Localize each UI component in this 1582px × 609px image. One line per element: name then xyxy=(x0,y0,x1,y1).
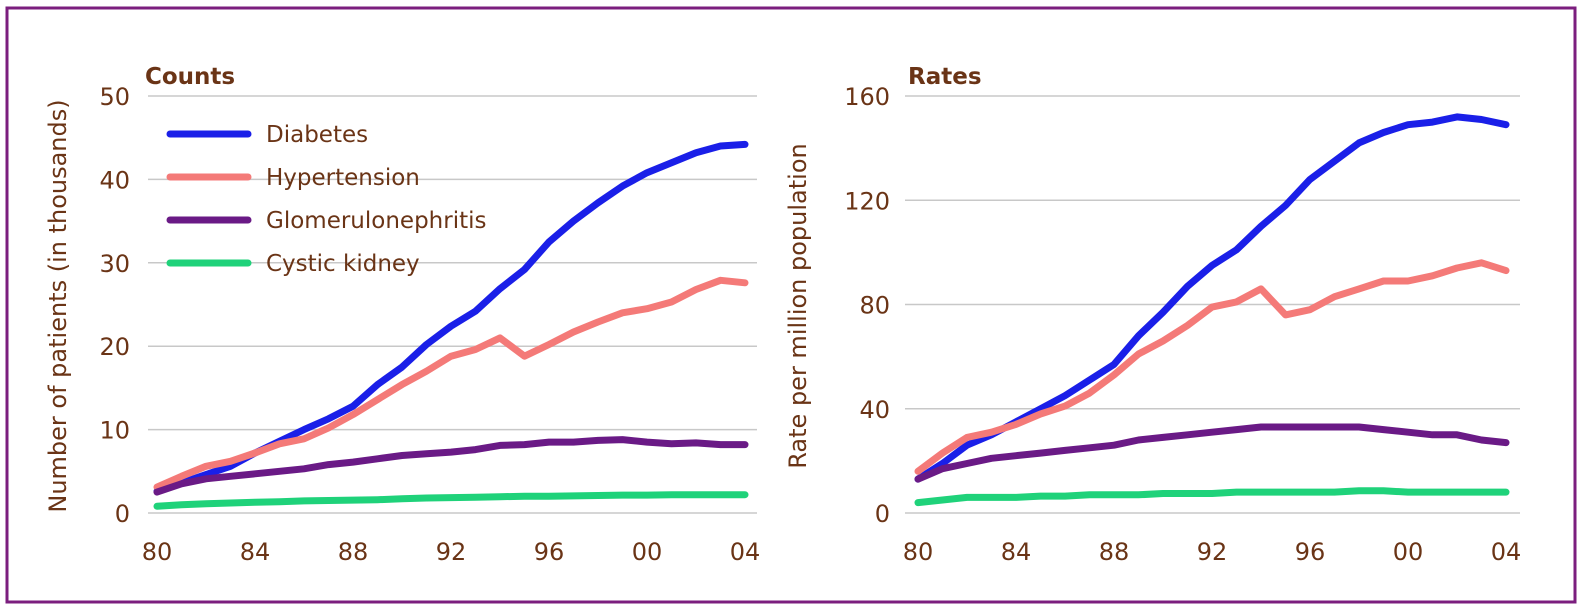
rates-x-tick-label: 96 xyxy=(1295,538,1326,566)
counts-y-tick-label: 10 xyxy=(99,417,130,445)
counts-x-tick-label: 96 xyxy=(534,538,565,566)
rates-y-tick-label: 40 xyxy=(859,396,890,424)
counts-y-tick-label: 50 xyxy=(99,83,130,111)
counts-x-tick-label: 00 xyxy=(632,538,663,566)
rates-y-tick-label: 120 xyxy=(844,187,890,215)
rates-x-tick-label: 92 xyxy=(1197,538,1228,566)
rates-x-tick-label: 80 xyxy=(903,538,934,566)
rates-series-line-cystic-kidney xyxy=(914,487,1510,507)
rates-y-ticks: 0 40 80 120 160 xyxy=(844,83,890,528)
counts-series-line-hypertension xyxy=(153,276,749,491)
counts-x-ticks: 80 84 88 92 96 00 04 xyxy=(142,538,761,566)
rates-x-tick-label: 00 xyxy=(1393,538,1424,566)
counts-y-tick-label: 0 xyxy=(115,500,130,528)
rates-title: Rates xyxy=(908,64,982,90)
rates-y-tick-label: 160 xyxy=(844,83,890,111)
rates-panel: Rates Rate per million population 040801… xyxy=(784,64,1521,566)
counts-y-axis-label: Number of patients (in thousands) xyxy=(44,99,72,512)
legend-label-cystic-kidney: Cystic kidney xyxy=(266,251,420,277)
rates-x-tick-label: 88 xyxy=(1099,538,1130,566)
rates-y-tick-label: 0 xyxy=(875,500,890,528)
counts-x-tick-label: 92 xyxy=(436,538,467,566)
rates-y-axis-label: Rate per million population xyxy=(784,143,812,468)
counts-y-ticks: 0 10 20 30 40 50 xyxy=(99,83,130,528)
rates-series-line-glomerulonephritis xyxy=(914,423,1510,483)
legend-label-diabetes: Diabetes xyxy=(266,122,368,148)
counts-title: Counts xyxy=(145,64,235,90)
legend-label-hypertension: Hypertension xyxy=(266,165,420,191)
counts-y-tick-label: 20 xyxy=(99,333,130,361)
counts-x-tick-label: 80 xyxy=(142,538,173,566)
counts-series xyxy=(153,140,749,510)
counts-series-line-cystic-kidney xyxy=(153,491,749,510)
counts-x-tick-label: 84 xyxy=(240,538,271,566)
counts-x-tick-label: 04 xyxy=(730,538,761,566)
rates-series xyxy=(914,113,1510,507)
legend-label-glomerulonephritis: Glomerulonephritis xyxy=(266,208,486,234)
counts-y-tick-label: 30 xyxy=(99,250,130,278)
rates-x-ticks: 80 84 88 92 96 00 04 xyxy=(903,538,1522,566)
rates-series-line-hypertension xyxy=(914,259,1510,475)
rates-y-tick-label: 80 xyxy=(859,292,890,320)
rates-x-tick-label: 84 xyxy=(1001,538,1032,566)
legend: Diabetes Hypertension Glomerulonephritis… xyxy=(166,122,486,277)
counts-x-tick-label: 88 xyxy=(338,538,369,566)
counts-y-tick-label: 40 xyxy=(99,166,130,194)
counts-series-line-glomerulonephritis xyxy=(153,436,749,496)
rates-x-tick-label: 04 xyxy=(1491,538,1522,566)
